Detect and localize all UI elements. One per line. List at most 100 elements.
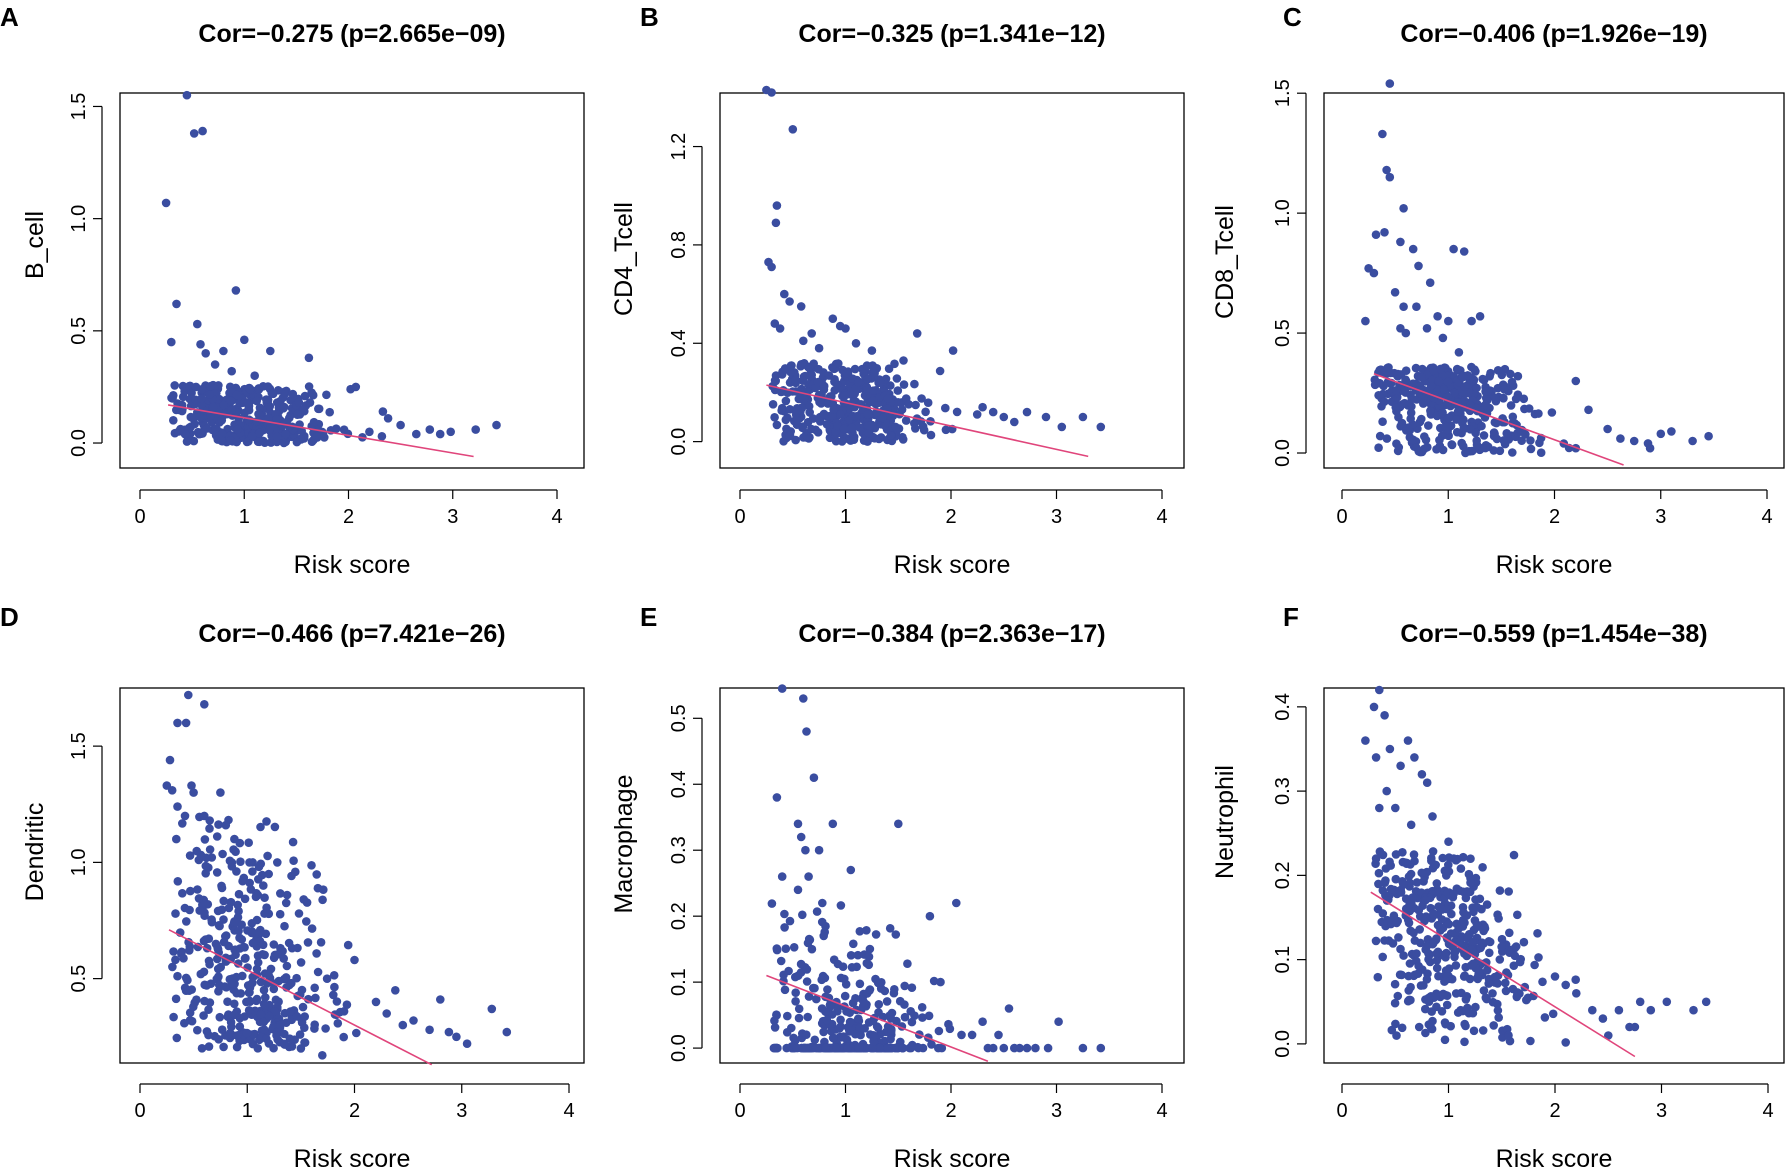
data-point: [307, 388, 317, 398]
data-point: [1495, 446, 1505, 456]
data-point: [780, 289, 789, 299]
data-point: [1513, 988, 1522, 997]
data-point: [788, 125, 798, 134]
x-tick-label: 3: [1656, 1100, 1667, 1122]
data-point: [837, 437, 847, 446]
data-point: [1394, 443, 1404, 452]
data-point: [171, 994, 181, 1004]
data-point: [792, 1043, 802, 1053]
data-point: [289, 856, 298, 865]
data-point: [1635, 997, 1645, 1007]
data-point: [202, 424, 212, 433]
data-point: [304, 382, 314, 391]
regression-line: [167, 404, 474, 458]
panel-b: B Cor=−0.325 (p=1.341e−12) Risk score CD…: [610, 2, 1185, 579]
data-point: [899, 380, 909, 389]
data-point: [1508, 448, 1517, 457]
data-point: [844, 1024, 854, 1034]
data-point: [1412, 878, 1422, 887]
data-point: [1401, 375, 1410, 385]
panel-title: Cor=−0.275 (p=2.665e−09): [198, 20, 505, 48]
data-point: [772, 944, 782, 953]
data-point: [1403, 736, 1413, 745]
data-point: [352, 1028, 361, 1038]
data-point: [828, 819, 838, 829]
panel-letter: F: [1283, 602, 1299, 632]
data-point: [1506, 401, 1516, 410]
data-point: [929, 976, 939, 986]
data-point: [492, 420, 501, 430]
data-point: [921, 407, 930, 417]
data-point: [1406, 982, 1415, 992]
data-point: [251, 892, 261, 902]
data-point: [1388, 939, 1398, 948]
data-point: [828, 399, 838, 408]
data-point: [1421, 1028, 1430, 1038]
data-point: [1464, 446, 1474, 456]
data-point: [851, 1029, 860, 1039]
data-point: [436, 995, 445, 1004]
data-point: [248, 978, 257, 988]
x-tick-label: 1: [840, 1100, 851, 1122]
y-tick-label: 0.0: [1272, 439, 1294, 467]
data-point: [169, 391, 178, 400]
data-point: [779, 970, 788, 980]
data-point: [772, 793, 782, 802]
data-point: [1373, 972, 1383, 982]
data-point: [776, 387, 786, 397]
data-point: [276, 889, 285, 898]
axes: 0 1 2 3 4 0.0 0.5 1.0 1.5: [68, 93, 563, 528]
data-point: [917, 1003, 927, 1012]
data-point: [195, 906, 204, 915]
data-point: [1458, 372, 1468, 382]
data-point: [294, 398, 304, 407]
data-point: [272, 415, 282, 424]
data-point: [254, 410, 264, 420]
data-point: [1399, 204, 1408, 213]
data-point: [329, 971, 339, 980]
data-point: [1444, 867, 1454, 876]
data-point: [1431, 860, 1440, 870]
data-point: [263, 851, 272, 861]
data-point: [1472, 440, 1482, 450]
data-point: [924, 1011, 934, 1021]
data-point: [412, 429, 421, 439]
data-point: [310, 983, 320, 993]
data-point: [211, 424, 221, 434]
data-point: [919, 425, 929, 435]
data-point: [252, 396, 261, 406]
data-point: [280, 1040, 290, 1049]
x-tick-label: 4: [1762, 1100, 1773, 1122]
data-point: [1361, 316, 1370, 326]
data-point: [238, 876, 247, 886]
data-point: [377, 432, 387, 441]
data-point: [807, 329, 816, 338]
data-point: [275, 1020, 285, 1030]
data-point: [893, 398, 903, 407]
data-point: [1424, 993, 1433, 1003]
data-point: [854, 377, 863, 387]
panel-title: Cor=−0.406 (p=1.926e−19): [1400, 20, 1707, 48]
y-tick-label: 0.2: [668, 902, 690, 930]
regression-line: [1373, 373, 1624, 466]
data-point: [1604, 1031, 1613, 1040]
data-point: [1524, 404, 1534, 413]
data-point: [1391, 850, 1401, 859]
data-point: [272, 398, 282, 407]
data-point: [1422, 778, 1432, 787]
data-point: [217, 881, 226, 891]
data-point: [776, 956, 786, 966]
data-point: [1444, 413, 1454, 423]
data-point: [796, 302, 806, 311]
data-point: [312, 870, 322, 879]
data-point: [1031, 1043, 1040, 1053]
data-point: [907, 1017, 917, 1027]
data-point: [847, 423, 857, 433]
data-point: [1405, 899, 1415, 909]
data-point: [1424, 1020, 1434, 1029]
data-point: [1500, 385, 1509, 394]
data-point: [1422, 975, 1432, 984]
data-point: [1493, 979, 1502, 988]
data-point: [196, 850, 206, 860]
y-tick-label: 0.5: [68, 965, 90, 993]
